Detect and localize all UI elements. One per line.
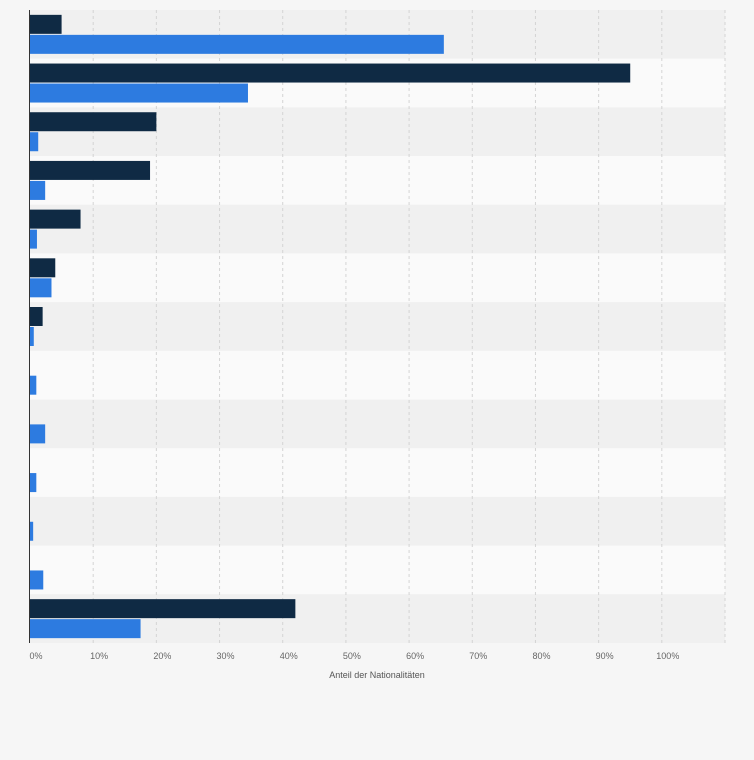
bar-series-1: [30, 209, 81, 229]
bar-series-2: [30, 521, 34, 541]
bar-series-2: [30, 375, 37, 395]
row-band: [30, 448, 725, 497]
x-tick-label: 20%: [153, 651, 171, 661]
bar-series-2: [30, 619, 141, 639]
x-tick-label: 80%: [532, 651, 550, 661]
x-axis-title: Anteil der Nationalitäten: [329, 670, 425, 680]
bars: [30, 14, 631, 639]
row-band: [30, 399, 725, 449]
bar-series-1: [30, 63, 631, 83]
bar-series-2: [30, 132, 39, 152]
bar-series-2: [30, 327, 34, 346]
x-tick-label: 50%: [343, 651, 361, 661]
x-tick-label: 90%: [596, 651, 614, 661]
x-axis-ticks: 0% 10% 20% 30% 40% 50% 60% 70% 80% 90% 100%: [29, 651, 679, 661]
x-tick-label: 60%: [406, 651, 424, 661]
row-band: [30, 496, 725, 546]
bar-series-1: [30, 160, 151, 180]
bar-series-2: [30, 473, 37, 493]
bar-series-2: [30, 83, 248, 103]
bar-series-1: [30, 599, 296, 619]
x-tick-label: 70%: [469, 651, 487, 661]
x-tick-label: 0%: [29, 651, 42, 661]
bar-series-1: [30, 14, 62, 34]
bar-series-1: [30, 307, 43, 326]
row-band: [30, 302, 725, 351]
x-tick-label: 30%: [217, 651, 235, 661]
row-band: [30, 545, 725, 595]
row-bands: [30, 10, 725, 643]
bar-series-1: [30, 112, 157, 132]
row-band: [30, 350, 725, 400]
row-band: [30, 253, 725, 303]
x-tick-label: 40%: [280, 651, 298, 661]
bar-series-2: [30, 180, 46, 200]
row-band: [30, 204, 725, 254]
bar-series-1: [30, 258, 56, 278]
x-tick-label: 100%: [656, 651, 679, 661]
bar-series-2: [30, 229, 37, 249]
bar-series-2: [30, 278, 52, 298]
bar-series-2: [30, 570, 44, 590]
bar-series-2: [30, 34, 444, 54]
x-tick-label: 10%: [90, 651, 108, 661]
bar-series-2: [30, 424, 46, 444]
